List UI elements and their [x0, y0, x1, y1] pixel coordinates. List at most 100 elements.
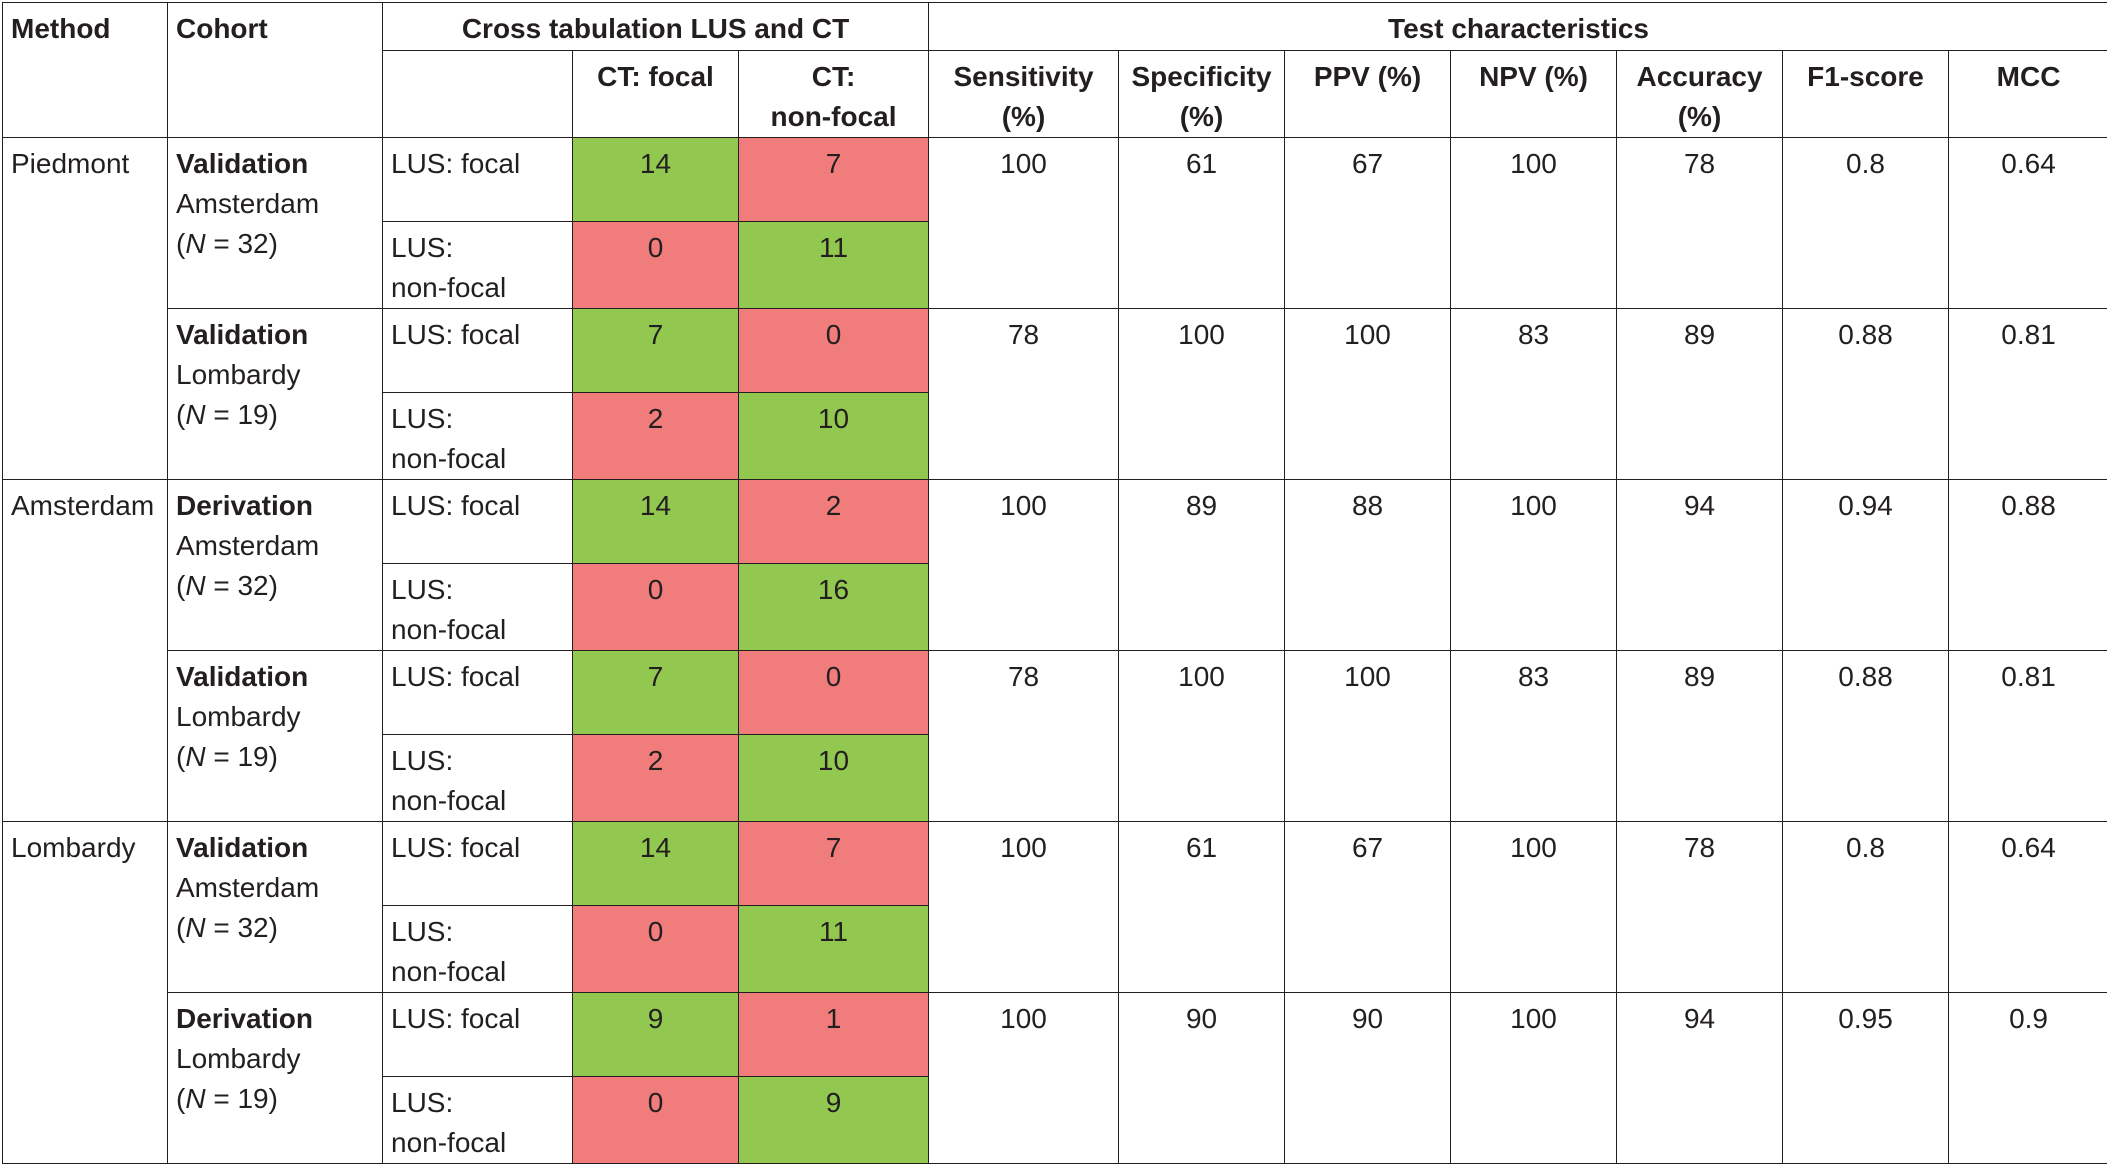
cohort-header: Cohort [168, 3, 383, 138]
false-positive-cell: 2 [739, 480, 929, 564]
mcc-cell: 0.88 [1949, 480, 2107, 651]
false-positive-cell: 7 [739, 138, 929, 222]
false-negative-cell: 0 [573, 222, 739, 309]
npv-cell: 100 [1451, 138, 1617, 309]
true-negative-cell: 10 [739, 735, 929, 822]
cohort-type: Derivation [176, 999, 374, 1039]
ppv-cell: 90 [1285, 993, 1451, 1164]
cohort-name: Lombardy [176, 355, 374, 395]
cohort-n: (N = 32) [176, 908, 374, 948]
n-value: = 19) [206, 1083, 278, 1114]
acc-cell: 94 [1617, 993, 1783, 1164]
spec-cell: 61 [1119, 822, 1285, 993]
method-header: Method [3, 3, 168, 138]
cohort-n: (N = 19) [176, 395, 374, 435]
sens-cell: 100 [929, 993, 1119, 1164]
n-value: = 32) [206, 228, 278, 259]
n-symbol: N [185, 741, 205, 772]
f1-cell: 0.8 [1783, 822, 1949, 993]
cohort-n: (N = 19) [176, 1079, 374, 1119]
npv-cell: 83 [1451, 651, 1617, 822]
lus-focal-label: LUS: focal [383, 138, 573, 222]
true-negative-cell: 11 [739, 222, 929, 309]
acc-cell: 94 [1617, 480, 1783, 651]
ppv-cell: 100 [1285, 309, 1451, 480]
specificity-header: Specificity(%) [1119, 51, 1285, 138]
cohort-n: (N = 32) [176, 566, 374, 606]
header-row-1: Method Cohort Cross tabulation LUS and C… [3, 3, 2107, 51]
acc-cell: 89 [1617, 309, 1783, 480]
mcc-cell: 0.81 [1949, 309, 2107, 480]
cohort-n: (N = 19) [176, 737, 374, 777]
false-negative-cell: 2 [573, 393, 739, 480]
lus-nonfocal-label: LUS:non-focal [383, 906, 573, 993]
true-positive-cell: 14 [573, 480, 739, 564]
lus-focal-label: LUS: focal [383, 993, 573, 1077]
method-cell: Lombardy [3, 822, 168, 1164]
n-symbol: N [185, 399, 205, 430]
ppv-cell: 67 [1285, 822, 1451, 993]
n-symbol: N [185, 228, 205, 259]
n-symbol: N [185, 1083, 205, 1114]
spec-cell: 90 [1119, 993, 1285, 1164]
true-negative-cell: 11 [739, 906, 929, 993]
false-positive-cell: 0 [739, 651, 929, 735]
cohort-name: Lombardy [176, 1039, 374, 1079]
cohort-type: Validation [176, 828, 374, 868]
npv-cell: 100 [1451, 993, 1617, 1164]
cross-tab-header: Cross tabulation LUS and CT [383, 3, 929, 51]
method-cell: Amsterdam [3, 480, 168, 822]
cohort-name: Amsterdam [176, 868, 374, 908]
spec-cell: 100 [1119, 309, 1285, 480]
n-symbol: N [185, 912, 205, 943]
mcc-header: MCC [1949, 51, 2107, 138]
sens-cell: 78 [929, 309, 1119, 480]
method-cell: Piedmont [3, 138, 168, 480]
n-value: = 32) [206, 570, 278, 601]
n-value: = 19) [206, 741, 278, 772]
lus-focal-label: LUS: focal [383, 651, 573, 735]
ppv-cell: 88 [1285, 480, 1451, 651]
true-positive-cell: 14 [573, 822, 739, 906]
true-positive-cell: 9 [573, 993, 739, 1077]
spec-cell: 61 [1119, 138, 1285, 309]
sens-cell: 100 [929, 480, 1119, 651]
f1-header: F1-score [1783, 51, 1949, 138]
n-value: = 32) [206, 912, 278, 943]
accuracy-header: Accuracy(%) [1617, 51, 1783, 138]
lus-nonfocal-label: LUS:non-focal [383, 393, 573, 480]
lus-nonfocal-label: LUS:non-focal [383, 222, 573, 309]
spec-cell: 89 [1119, 480, 1285, 651]
false-negative-cell: 2 [573, 735, 739, 822]
npv-cell: 100 [1451, 822, 1617, 993]
cohort-type: Validation [176, 144, 374, 184]
mcc-cell: 0.9 [1949, 993, 2107, 1164]
true-negative-cell: 9 [739, 1077, 929, 1164]
false-positive-cell: 0 [739, 309, 929, 393]
ct-nonfocal-header: CT:non-focal [739, 51, 929, 138]
npv-cell: 83 [1451, 309, 1617, 480]
lus-focal-label: LUS: focal [383, 480, 573, 564]
lus-nonfocal-label: LUS:non-focal [383, 735, 573, 822]
npv-header: NPV (%) [1451, 51, 1617, 138]
sens-cell: 100 [929, 822, 1119, 993]
true-negative-cell: 10 [739, 393, 929, 480]
true-negative-cell: 16 [739, 564, 929, 651]
mcc-cell: 0.64 [1949, 822, 2107, 993]
true-positive-cell: 7 [573, 309, 739, 393]
sens-cell: 78 [929, 651, 1119, 822]
ppv-cell: 67 [1285, 138, 1451, 309]
false-negative-cell: 0 [573, 1077, 739, 1164]
lus-nonfocal-label: LUS:non-focal [383, 564, 573, 651]
lus-focal-label: LUS: focal [383, 309, 573, 393]
